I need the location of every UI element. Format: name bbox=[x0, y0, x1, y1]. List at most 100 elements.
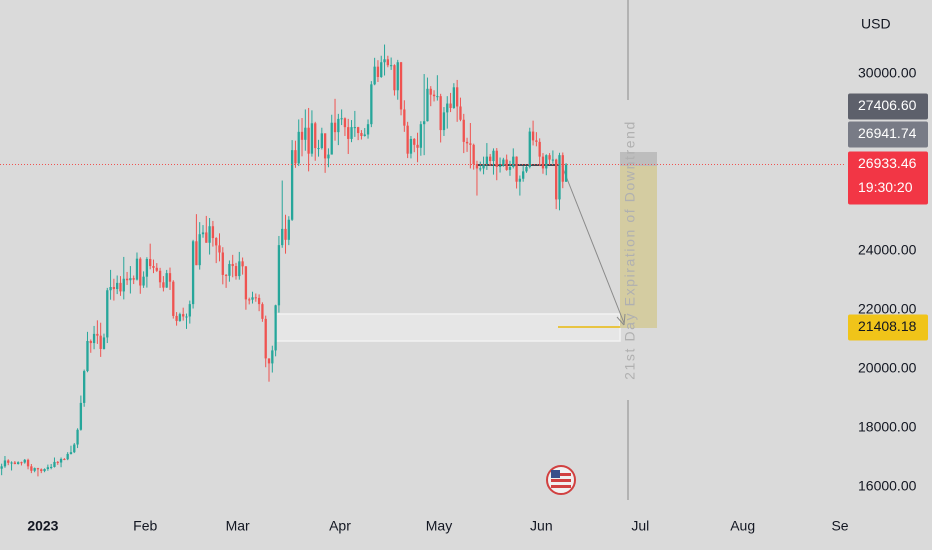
candle-body bbox=[145, 258, 149, 277]
candle-body bbox=[545, 155, 548, 169]
candle-body bbox=[59, 458, 63, 463]
last-price-label: 26933.46 bbox=[858, 155, 917, 171]
y-tick-label: 30000.00 bbox=[858, 65, 917, 81]
candle-body bbox=[452, 87, 456, 108]
candle-body bbox=[175, 315, 178, 321]
candle-body bbox=[376, 66, 380, 77]
candle-body bbox=[43, 468, 46, 472]
candle-body bbox=[119, 282, 122, 292]
candle-body bbox=[360, 133, 363, 136]
projection-arrow bbox=[561, 165, 625, 324]
candle-body bbox=[436, 96, 439, 98]
currency-label: USD bbox=[861, 16, 891, 32]
candle-body bbox=[33, 468, 36, 471]
candle-body bbox=[73, 444, 76, 453]
price-badge-label: 27406.60 bbox=[858, 97, 917, 113]
candle-body bbox=[449, 103, 452, 108]
candle-body bbox=[215, 238, 218, 246]
candle-body bbox=[248, 299, 251, 301]
candle-body bbox=[274, 305, 277, 351]
candle-body bbox=[7, 460, 10, 463]
candle-body bbox=[409, 138, 413, 154]
candle-body bbox=[254, 297, 257, 299]
candle-body bbox=[66, 453, 69, 460]
candle-body bbox=[469, 143, 472, 145]
x-tick-label: May bbox=[426, 518, 452, 534]
candle-body bbox=[356, 127, 360, 134]
candle-body bbox=[264, 318, 267, 359]
candle-body bbox=[125, 278, 129, 281]
candle-body bbox=[383, 59, 386, 63]
candle-body bbox=[432, 94, 436, 97]
target-box bbox=[620, 166, 657, 328]
candle-body bbox=[492, 150, 495, 162]
price-badge-label: 26941.74 bbox=[858, 125, 917, 141]
candle-body bbox=[185, 316, 188, 318]
arrow-head bbox=[616, 313, 626, 326]
x-tick-label: Jun bbox=[530, 518, 553, 534]
candle-body bbox=[10, 462, 13, 464]
candle-body bbox=[422, 121, 426, 125]
x-tick-label: Apr bbox=[329, 518, 351, 534]
candle-body bbox=[251, 297, 254, 300]
price-badge-label: 21408.18 bbox=[858, 318, 917, 334]
candle-body bbox=[564, 164, 568, 182]
candle-body bbox=[23, 459, 26, 463]
candle-body bbox=[399, 62, 403, 110]
candle-body bbox=[284, 228, 287, 240]
candle-body bbox=[310, 123, 314, 154]
candle-body bbox=[366, 124, 370, 135]
candle-body bbox=[393, 65, 396, 91]
candle-body bbox=[495, 150, 498, 167]
x-tick-label: Jul bbox=[631, 518, 649, 534]
candle-body bbox=[99, 335, 102, 349]
candle-body bbox=[267, 358, 271, 364]
candle-body bbox=[50, 466, 53, 468]
candle-body bbox=[20, 462, 23, 464]
candle-body bbox=[531, 131, 535, 141]
x-tick-label: Mar bbox=[226, 518, 250, 534]
candle-body bbox=[231, 263, 234, 267]
candle-body bbox=[106, 290, 109, 338]
candle-body bbox=[16, 462, 20, 464]
candle-body bbox=[330, 122, 333, 155]
candle-body bbox=[86, 340, 89, 372]
candle-body bbox=[535, 140, 538, 142]
candle-body bbox=[416, 144, 419, 148]
candle-body bbox=[489, 156, 492, 162]
candle-body bbox=[228, 263, 231, 276]
candle-body bbox=[555, 159, 558, 200]
candle-body bbox=[317, 148, 320, 150]
candle-body bbox=[502, 159, 505, 166]
candle-body bbox=[446, 103, 449, 113]
price-badge bbox=[848, 93, 928, 120]
candle-body bbox=[182, 314, 185, 317]
candle-body bbox=[287, 219, 290, 240]
candle-body bbox=[459, 106, 462, 120]
candle-body bbox=[485, 156, 489, 165]
candle-body bbox=[162, 282, 165, 288]
flag-icon bbox=[546, 465, 576, 495]
candle-body bbox=[139, 258, 142, 286]
candle-body bbox=[498, 165, 502, 167]
candle-body bbox=[63, 458, 66, 460]
candle-body bbox=[442, 112, 446, 131]
candle-body bbox=[314, 123, 317, 149]
candle-body bbox=[396, 62, 399, 91]
candle-body bbox=[426, 88, 429, 122]
candle-body bbox=[208, 226, 211, 243]
candle-body bbox=[149, 258, 152, 267]
candle-body bbox=[482, 164, 485, 169]
candle-body bbox=[191, 241, 195, 305]
x-tick-label: Se bbox=[831, 518, 848, 534]
candle-body bbox=[221, 252, 224, 275]
candle-body bbox=[13, 462, 17, 464]
candle-body bbox=[109, 287, 112, 291]
candle-body bbox=[297, 131, 300, 164]
candle-body bbox=[122, 278, 125, 292]
candle-body bbox=[373, 66, 376, 85]
candle-body bbox=[389, 65, 393, 67]
candle-body bbox=[472, 144, 475, 165]
candle-body bbox=[261, 304, 264, 319]
